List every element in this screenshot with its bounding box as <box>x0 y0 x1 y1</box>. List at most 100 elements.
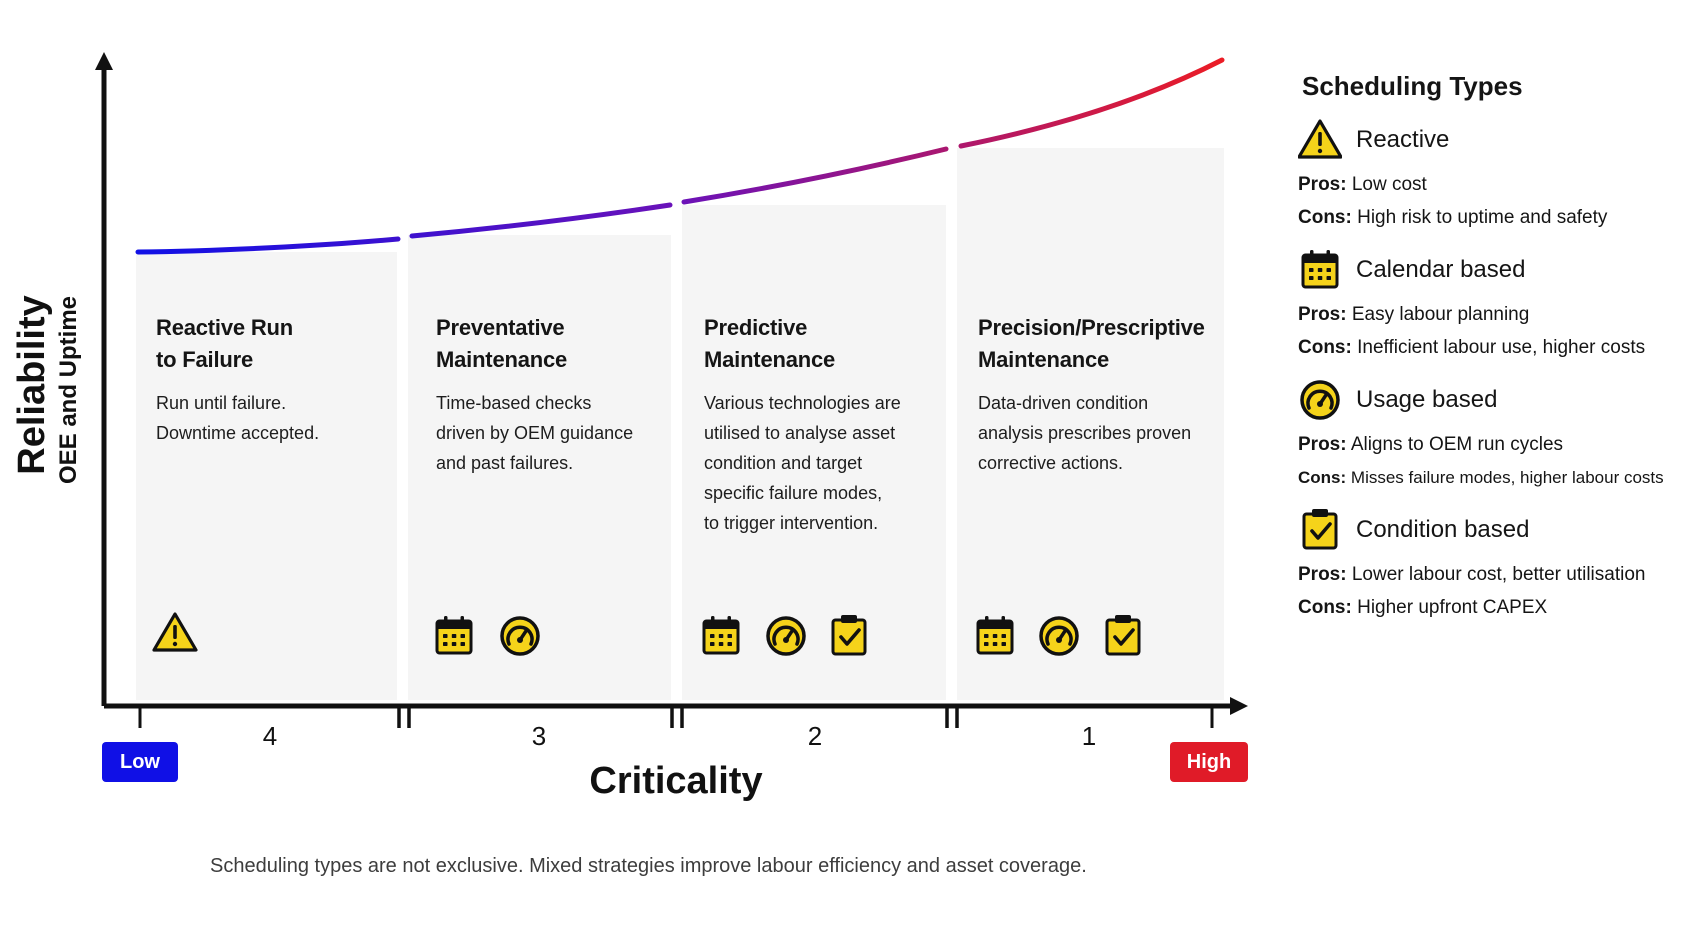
stage-title: Predictive Maintenance <box>704 312 928 376</box>
axis-break-marks <box>397 706 959 728</box>
description-line: Downtime accepted. <box>156 423 320 443</box>
pros-text: Low cost <box>1351 174 1427 195</box>
stage-title: Preventative Maintenance <box>436 312 660 376</box>
legend-pros: Pros: Easy labour planning <box>1298 298 1688 331</box>
rank-label-1: 1 <box>1082 721 1096 751</box>
legend-item-name: Condition based <box>1356 516 1530 543</box>
pros-label: Pros: <box>1298 304 1347 325</box>
pros-label: Pros: <box>1298 564 1347 585</box>
cons-label: Cons: <box>1298 597 1352 618</box>
pros-label: Pros: <box>1298 174 1347 195</box>
legend-item-usage: Usage based Pros: Aligns to OEM run cycl… <box>1298 378 1688 494</box>
y-axis-arrowhead <box>95 52 113 70</box>
gauge-icon <box>766 616 806 656</box>
rank-label-2: 2 <box>808 721 822 751</box>
y-axis-subtitle: OEE and Uptime <box>55 296 82 484</box>
x-axis-title: Criticality <box>589 760 762 802</box>
pros-text: Lower labour cost, better utilisation <box>1351 564 1646 585</box>
x-axis <box>104 697 1248 728</box>
legend-pros: Pros: Aligns to OEM run cycles <box>1298 428 1688 461</box>
description-line: analysis prescribes proven <box>978 423 1192 443</box>
cons-label: Cons: <box>1298 468 1347 487</box>
y-axis <box>95 52 113 706</box>
description-line: Run until failure. <box>156 393 287 413</box>
stage-title-line: Precision/Prescriptive <box>978 315 1205 340</box>
stage-backgrounds <box>136 148 1224 700</box>
stage-title-line: to Failure <box>156 347 254 372</box>
legend-cons: Cons: Inefficient labour use, higher cos… <box>1298 331 1688 364</box>
pros-text: Easy labour planning <box>1351 304 1530 325</box>
stage-title-line: Maintenance <box>704 347 836 372</box>
stage-title: Reactive Run to Failure <box>156 312 380 376</box>
stage-background-2 <box>682 205 946 700</box>
legend-cons: Cons: Higher upfront CAPEX <box>1298 591 1688 624</box>
legend-cons: Cons: High risk to uptime and safety <box>1298 201 1688 234</box>
stage-panel-4: Reactive Run to Failure Run until failur… <box>142 312 394 448</box>
clipboard-check-icon <box>1302 508 1338 550</box>
x-axis-arrowhead <box>1230 697 1248 715</box>
x-tick-labels: 4 3 2 1 <box>263 721 1096 751</box>
stage-description: Various technologies are utilised to ana… <box>704 388 928 538</box>
calendar-icon <box>1301 248 1339 289</box>
stage-background-1 <box>957 148 1224 700</box>
description-line: utilised to analyse asset <box>704 423 896 443</box>
rank-label-3: 3 <box>532 721 546 751</box>
stage-title: Precision/Prescriptive Maintenance <box>978 312 1214 376</box>
clipboard-check-icon <box>1105 613 1141 656</box>
calendar-icon <box>435 614 473 655</box>
curve-segment-1 <box>958 57 1225 149</box>
gauge-icon <box>1039 616 1079 656</box>
high-badge: High <box>1170 742 1248 782</box>
description-line: and past failures. <box>436 453 574 473</box>
stage-panel-2: Predictive Maintenance Various technolog… <box>690 312 942 538</box>
stage-panel-1: Precision/Prescriptive Maintenance Data-… <box>964 312 1228 478</box>
warning-icon <box>1298 119 1342 159</box>
legend-item-name: Reactive <box>1356 126 1450 153</box>
calendar-icon <box>702 614 740 655</box>
description-line: corrective actions. <box>978 453 1124 473</box>
cons-label: Cons: <box>1298 207 1352 228</box>
description-line: Time-based checks <box>436 393 592 413</box>
stage-title-line: Predictive <box>704 315 808 340</box>
stage-description: Run until failure. Downtime accepted. <box>156 388 380 448</box>
legend-pros: Pros: Low cost <box>1298 168 1688 201</box>
y-axis-title: Reliability <box>11 295 53 475</box>
gauge-icon <box>500 616 540 656</box>
low-badge: Low <box>102 742 178 782</box>
scheduling-types-legend: Scheduling Types Reactive Pros: Low cost… <box>1298 68 1688 638</box>
pros-text: Aligns to OEM run cycles <box>1350 434 1564 455</box>
description-line: driven by OEM guidance <box>436 423 634 443</box>
stage-title-line: Reactive Run <box>156 315 293 340</box>
legend-cons: Cons: Misses failure modes, higher labou… <box>1298 461 1688 494</box>
gauge-icon <box>1300 380 1340 420</box>
stage-title-line: Maintenance <box>978 347 1110 372</box>
stage-title-line: Preventative <box>436 315 565 340</box>
curve-segment-3 <box>409 202 673 239</box>
description-line: Various technologies are <box>704 393 901 413</box>
rank-label-4: 4 <box>263 721 277 751</box>
description-line: Data-driven condition <box>978 393 1149 413</box>
stage-description: Data-driven condition analysis prescribe… <box>978 388 1214 478</box>
legend-item-reactive: Reactive Pros: Low cost Cons: High risk … <box>1298 118 1688 234</box>
reliability-curve <box>135 57 1225 255</box>
cons-text: Higher upfront CAPEX <box>1357 597 1548 618</box>
cons-text: High risk to uptime and safety <box>1357 207 1608 228</box>
legend-item-condition: Condition based Pros: Lower labour cost,… <box>1298 508 1688 624</box>
stage-description: Time-based checks driven by OEM guidance… <box>436 388 660 478</box>
cons-text: Misses failure modes, higher labour cost… <box>1350 468 1664 487</box>
footnote: Scheduling types are not exclusive. Mixe… <box>210 855 1087 877</box>
pros-label: Pros: <box>1298 434 1347 455</box>
cons-label: Cons: <box>1298 337 1352 358</box>
description-line: to trigger intervention. <box>704 513 879 533</box>
stage-title-line: Maintenance <box>436 347 568 372</box>
curve-segment-4 <box>135 236 401 255</box>
calendar-icon <box>976 614 1014 655</box>
legend-item-name: Calendar based <box>1356 256 1526 283</box>
legend-item-calendar: Calendar based Pros: Easy labour plannin… <box>1298 248 1688 364</box>
cons-text: Inefficient labour use, higher costs <box>1357 337 1646 358</box>
legend-title: Scheduling Types <box>1302 71 1523 101</box>
curve-segment-2 <box>681 146 949 205</box>
legend-item-name: Usage based <box>1356 386 1498 413</box>
legend-pros: Pros: Lower labour cost, better utilisat… <box>1298 558 1688 591</box>
